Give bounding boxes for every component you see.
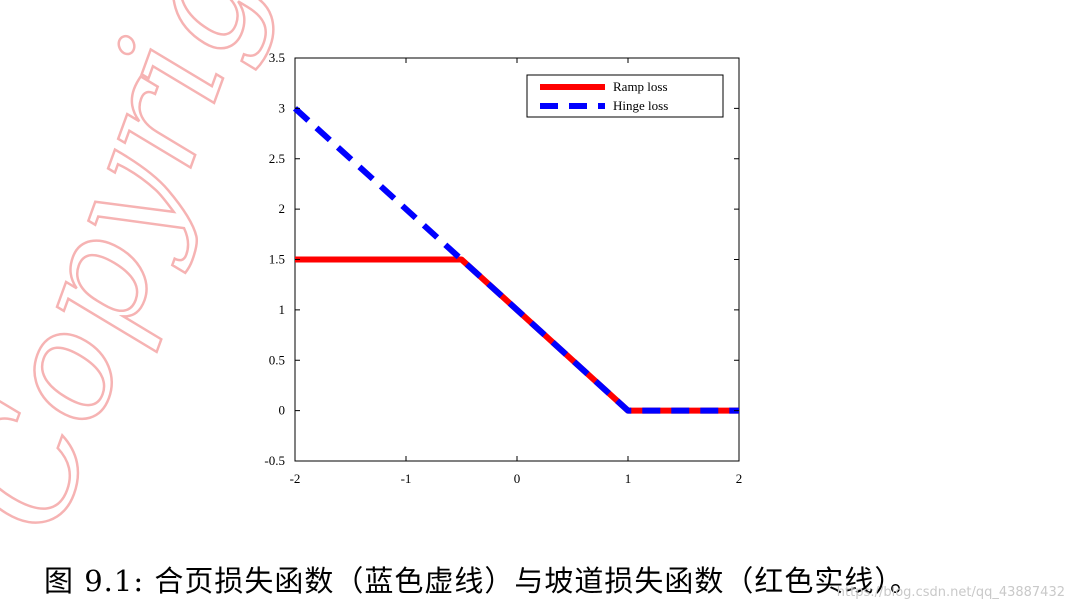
series-line-hinge-loss	[292, 106, 739, 414]
legend-label: Ramp loss	[613, 79, 668, 94]
legend: Ramp loss Hinge loss	[526, 74, 724, 118]
y-tick-label: 0	[279, 403, 286, 418]
legend-box	[526, 74, 724, 118]
y-tick-label: 2.5	[269, 151, 285, 166]
x-tick-label: -1	[401, 471, 412, 486]
series-line-ramp-loss	[295, 256, 739, 414]
y-tick-label: 0.5	[269, 352, 285, 367]
y-tick-label: 3	[279, 100, 286, 115]
y-tick-label: -0.5	[264, 453, 285, 468]
axis-ticks: -2 -1 0 1 2 -0.5 0 0.5 1 1.5 2 2.5 3 3.5	[264, 50, 742, 486]
x-tick-label: 1	[625, 471, 632, 486]
y-tick-label: 1	[279, 302, 286, 317]
y-tick-label: 3.5	[269, 50, 285, 65]
source-credit: https://blog.csdn.net/qq_43887432	[836, 585, 1065, 600]
x-tick-label: 0	[514, 471, 521, 486]
figure-caption: 图 9.1: 合页损失函数（蓝色虚线）与坡道损失函数（红色实线）。	[44, 564, 920, 598]
x-tick-label: 2	[736, 471, 743, 486]
y-tick-label: 1.5	[269, 252, 285, 267]
x-tick-label: -2	[290, 471, 301, 486]
legend-label: Hinge loss	[613, 98, 668, 113]
y-tick-label: 2	[279, 201, 286, 216]
plot-series	[292, 106, 739, 414]
